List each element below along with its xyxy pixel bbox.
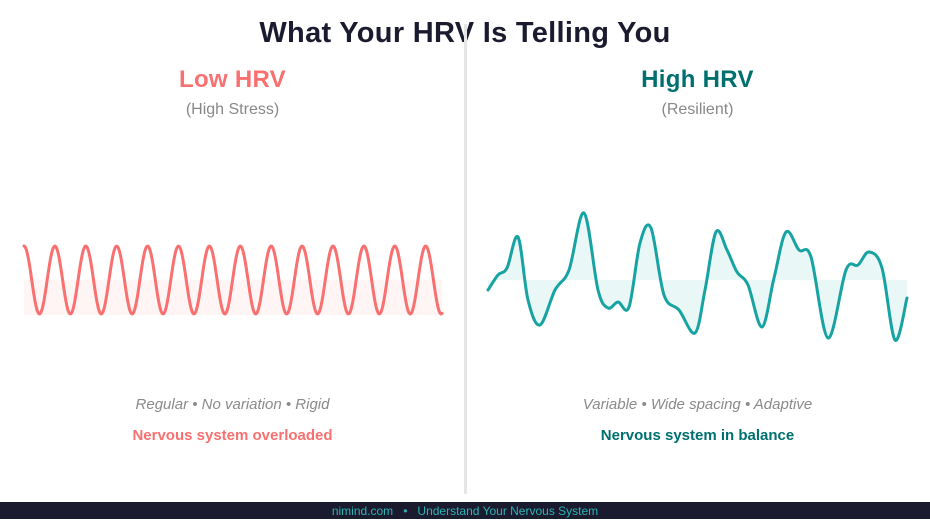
high-hrv-verdict: Nervous system in balance [600,427,795,444]
low-hrv-subheading: (High Stress) [185,101,280,118]
low-hrv-verdict: Nervous system overloaded [132,427,333,444]
high-hrv-heading: High HRV [641,66,754,93]
low-hrv-panel: Low HRV (High Stress) Regular • No varia… [0,0,465,500]
high-hrv-panel: High HRV (Resilient) Variable • Wide spa… [465,0,930,500]
low-hrv-waveform [22,244,444,316]
low-hrv-heading: Low HRV [179,66,286,93]
high-hrv-wave-line [486,211,909,342]
high-hrv-subheading: (Resilient) [661,101,734,118]
footer-bar: nimind.com • Understand Your Nervous Sys… [0,502,930,519]
center-divider [464,24,467,494]
low-hrv-wave-line [22,244,444,316]
high-hrv-descriptors: Variable • Wide spacing • Adaptive [582,396,813,413]
footer-separator: • [403,504,408,518]
high-hrv-wave-fill [488,212,907,341]
footer-site-link[interactable]: nimind.com [331,504,394,518]
low-hrv-descriptors: Regular • No variation • Rigid [135,396,330,413]
high-hrv-waveform [486,211,909,342]
footer-tagline: Understand Your Nervous System [417,504,599,518]
